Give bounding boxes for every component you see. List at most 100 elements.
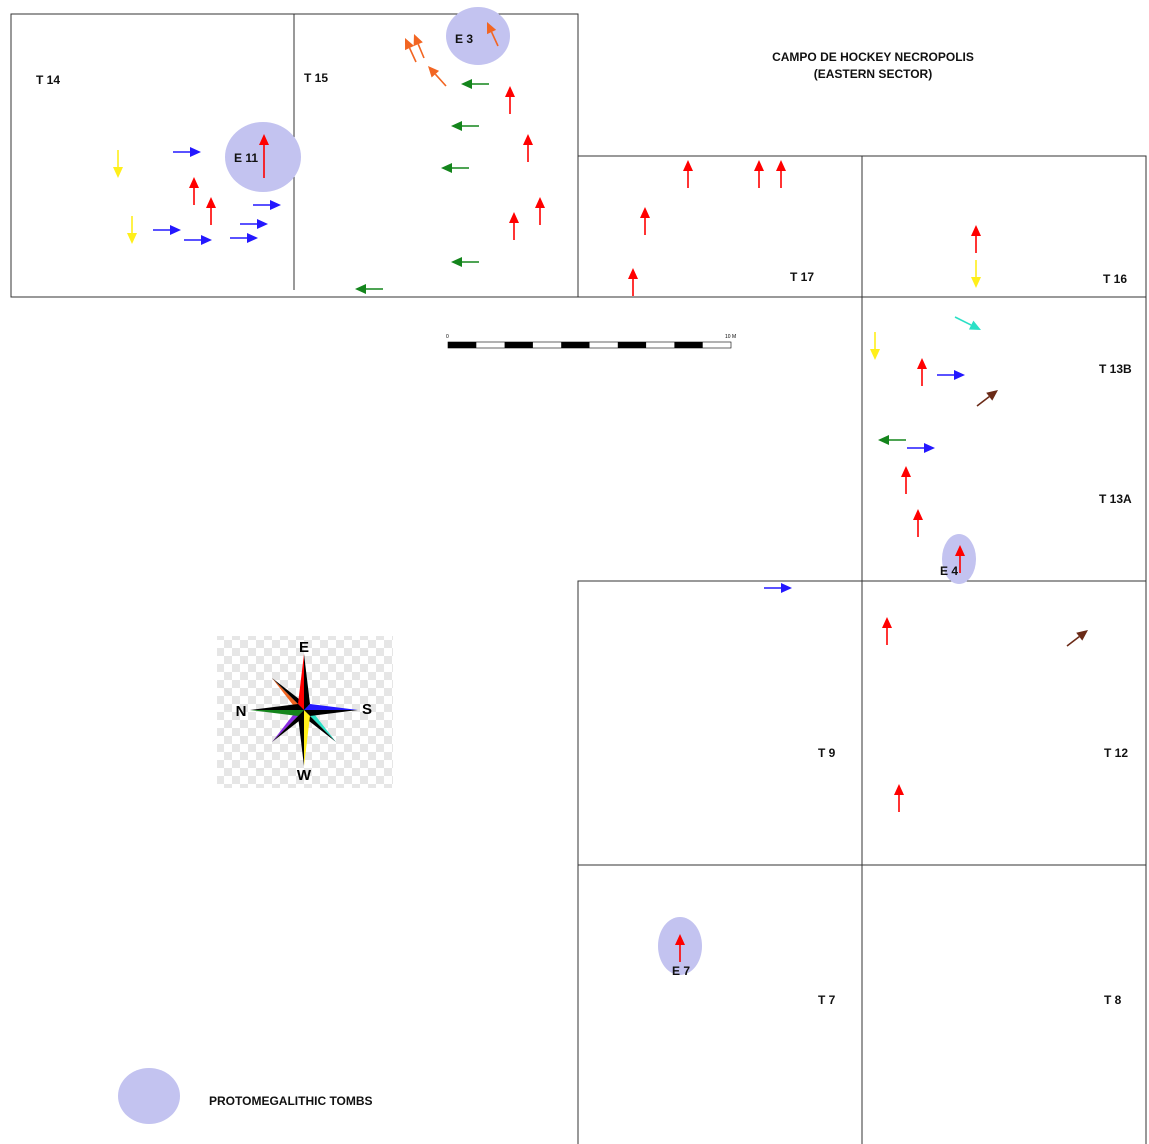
compass-label-n: N: [236, 703, 247, 720]
tomb-e3-ellipse: [446, 7, 510, 65]
compass-point-north: [250, 704, 304, 710]
arrow-head: [189, 177, 199, 188]
arrow-head: [523, 134, 533, 145]
tombs: [225, 7, 976, 975]
trench-label-t13a: T 13A: [1099, 492, 1132, 506]
arrow-shaft: [1066, 636, 1080, 647]
orientation-arrow-red: [894, 784, 904, 812]
legend-tomb-swatch: [118, 1068, 180, 1124]
orientation-arrow-blue: [253, 200, 281, 210]
arrow-head: [1076, 630, 1088, 641]
arrow-head: [924, 443, 935, 453]
compass-point-south: [304, 710, 358, 716]
trench-label-t16: T 16: [1103, 272, 1127, 286]
arrow-shaft: [976, 396, 990, 407]
trench-outline-t8: [862, 864, 1147, 1144]
orientation-arrow-blue: [184, 235, 212, 245]
arrow-shaft: [434, 73, 447, 87]
compass-label-e: E: [299, 639, 309, 656]
arrow-head: [917, 358, 927, 369]
arrow-head: [505, 86, 515, 97]
compass-point-east-2: [298, 654, 304, 710]
arrow-head: [190, 147, 201, 157]
arrow-head: [776, 160, 786, 171]
orientation-arrow-orange: [428, 66, 447, 87]
arrow-head: [971, 277, 981, 288]
arrow-head: [270, 200, 281, 210]
arrow-head: [640, 207, 650, 218]
trench-label-t13b: T 13B: [1099, 362, 1132, 376]
orientation-arrow-red: [683, 160, 693, 188]
arrow-head: [247, 233, 258, 243]
compass-point-north-2: [250, 710, 304, 716]
compass-point-west: [298, 710, 304, 766]
trench-outline-t12: [861, 580, 1147, 866]
orientation-arrow-orange: [413, 34, 425, 59]
arrow-head: [882, 617, 892, 628]
arrow-shaft: [490, 31, 499, 47]
orientation-arrow-blue: [907, 443, 935, 453]
scale-end-label: 10 M: [725, 334, 736, 340]
orientation-arrow-orange: [405, 38, 417, 63]
orientation-arrow-red: [509, 212, 519, 240]
compass-point-south-2: [304, 704, 358, 710]
scale-bar-segment: [448, 342, 477, 348]
orientation-arrow-orange: [487, 22, 499, 47]
trench-outline-t13: [861, 296, 1147, 582]
scale-bar-segment: [504, 342, 533, 348]
scale-bar-segment: [617, 342, 647, 348]
arrow-head: [405, 38, 415, 51]
trench-outline-t7: [577, 864, 863, 1144]
orientation-arrow-brown: [976, 390, 998, 407]
orientation-arrow-yellow: [127, 216, 137, 244]
compass-point-west-2: [304, 710, 310, 766]
arrow-head: [451, 257, 462, 267]
orientation-arrow-green: [441, 163, 469, 173]
orientation-arrow-blue: [173, 147, 201, 157]
orientation-arrow-red: [628, 268, 638, 296]
arrow-head: [441, 163, 452, 173]
orientation-arrow-green: [451, 257, 479, 267]
orientation-arrow-red: [675, 934, 685, 962]
trench-label-t14: T 14: [36, 73, 60, 87]
arrow-head: [894, 784, 904, 795]
arrow-head: [913, 509, 923, 520]
trench-label-t17: T 17: [790, 270, 814, 284]
arrow-head: [257, 219, 268, 229]
orientation-arrow-blue: [153, 225, 181, 235]
arrow-head: [259, 134, 269, 145]
orientation-arrow-green: [461, 79, 489, 89]
scale-bar: 0 10 M: [446, 334, 736, 349]
orientation-arrow-yellow: [971, 260, 981, 288]
scale-bar-segments: [448, 342, 703, 348]
orientation-arrow-red: [505, 86, 515, 114]
arrow-head: [428, 66, 440, 78]
orientation-arrow-red: [955, 545, 965, 573]
trench-label-t9: T 9: [818, 746, 836, 760]
orientation-arrow-red: [754, 160, 764, 188]
arrow-head: [986, 390, 998, 401]
map-title: CAMPO DE HOCKEY NECROPOLIS: [772, 50, 974, 64]
orientation-arrow-green: [878, 435, 906, 445]
orientation-arrow-blue: [230, 233, 258, 243]
arrow-head: [878, 435, 889, 445]
arrow-head: [628, 268, 638, 279]
arrow-head: [170, 225, 181, 235]
arrow-head: [968, 320, 981, 330]
orientation-arrow-yellow: [870, 332, 880, 360]
orientation-arrow-brown: [1066, 630, 1088, 647]
arrow-head: [754, 160, 764, 171]
orientation-arrow-red: [776, 160, 786, 188]
legend-label: PROTOMEGALITHIC TOMBS: [209, 1094, 373, 1108]
orientation-arrow-blue: [937, 370, 965, 380]
orientation-arrow-blue: [764, 583, 792, 593]
legend: PROTOMEGALITHIC TOMBS: [118, 1068, 373, 1124]
arrow-head: [461, 79, 472, 89]
arrow-head: [509, 212, 519, 223]
tomb-label-e4: E 4: [940, 564, 958, 578]
orientation-arrow-red: [206, 197, 216, 225]
orientation-arrows: [113, 22, 1088, 962]
orientation-arrow-red: [523, 134, 533, 162]
arrow-shaft: [408, 47, 417, 63]
arrow-head: [355, 284, 366, 294]
